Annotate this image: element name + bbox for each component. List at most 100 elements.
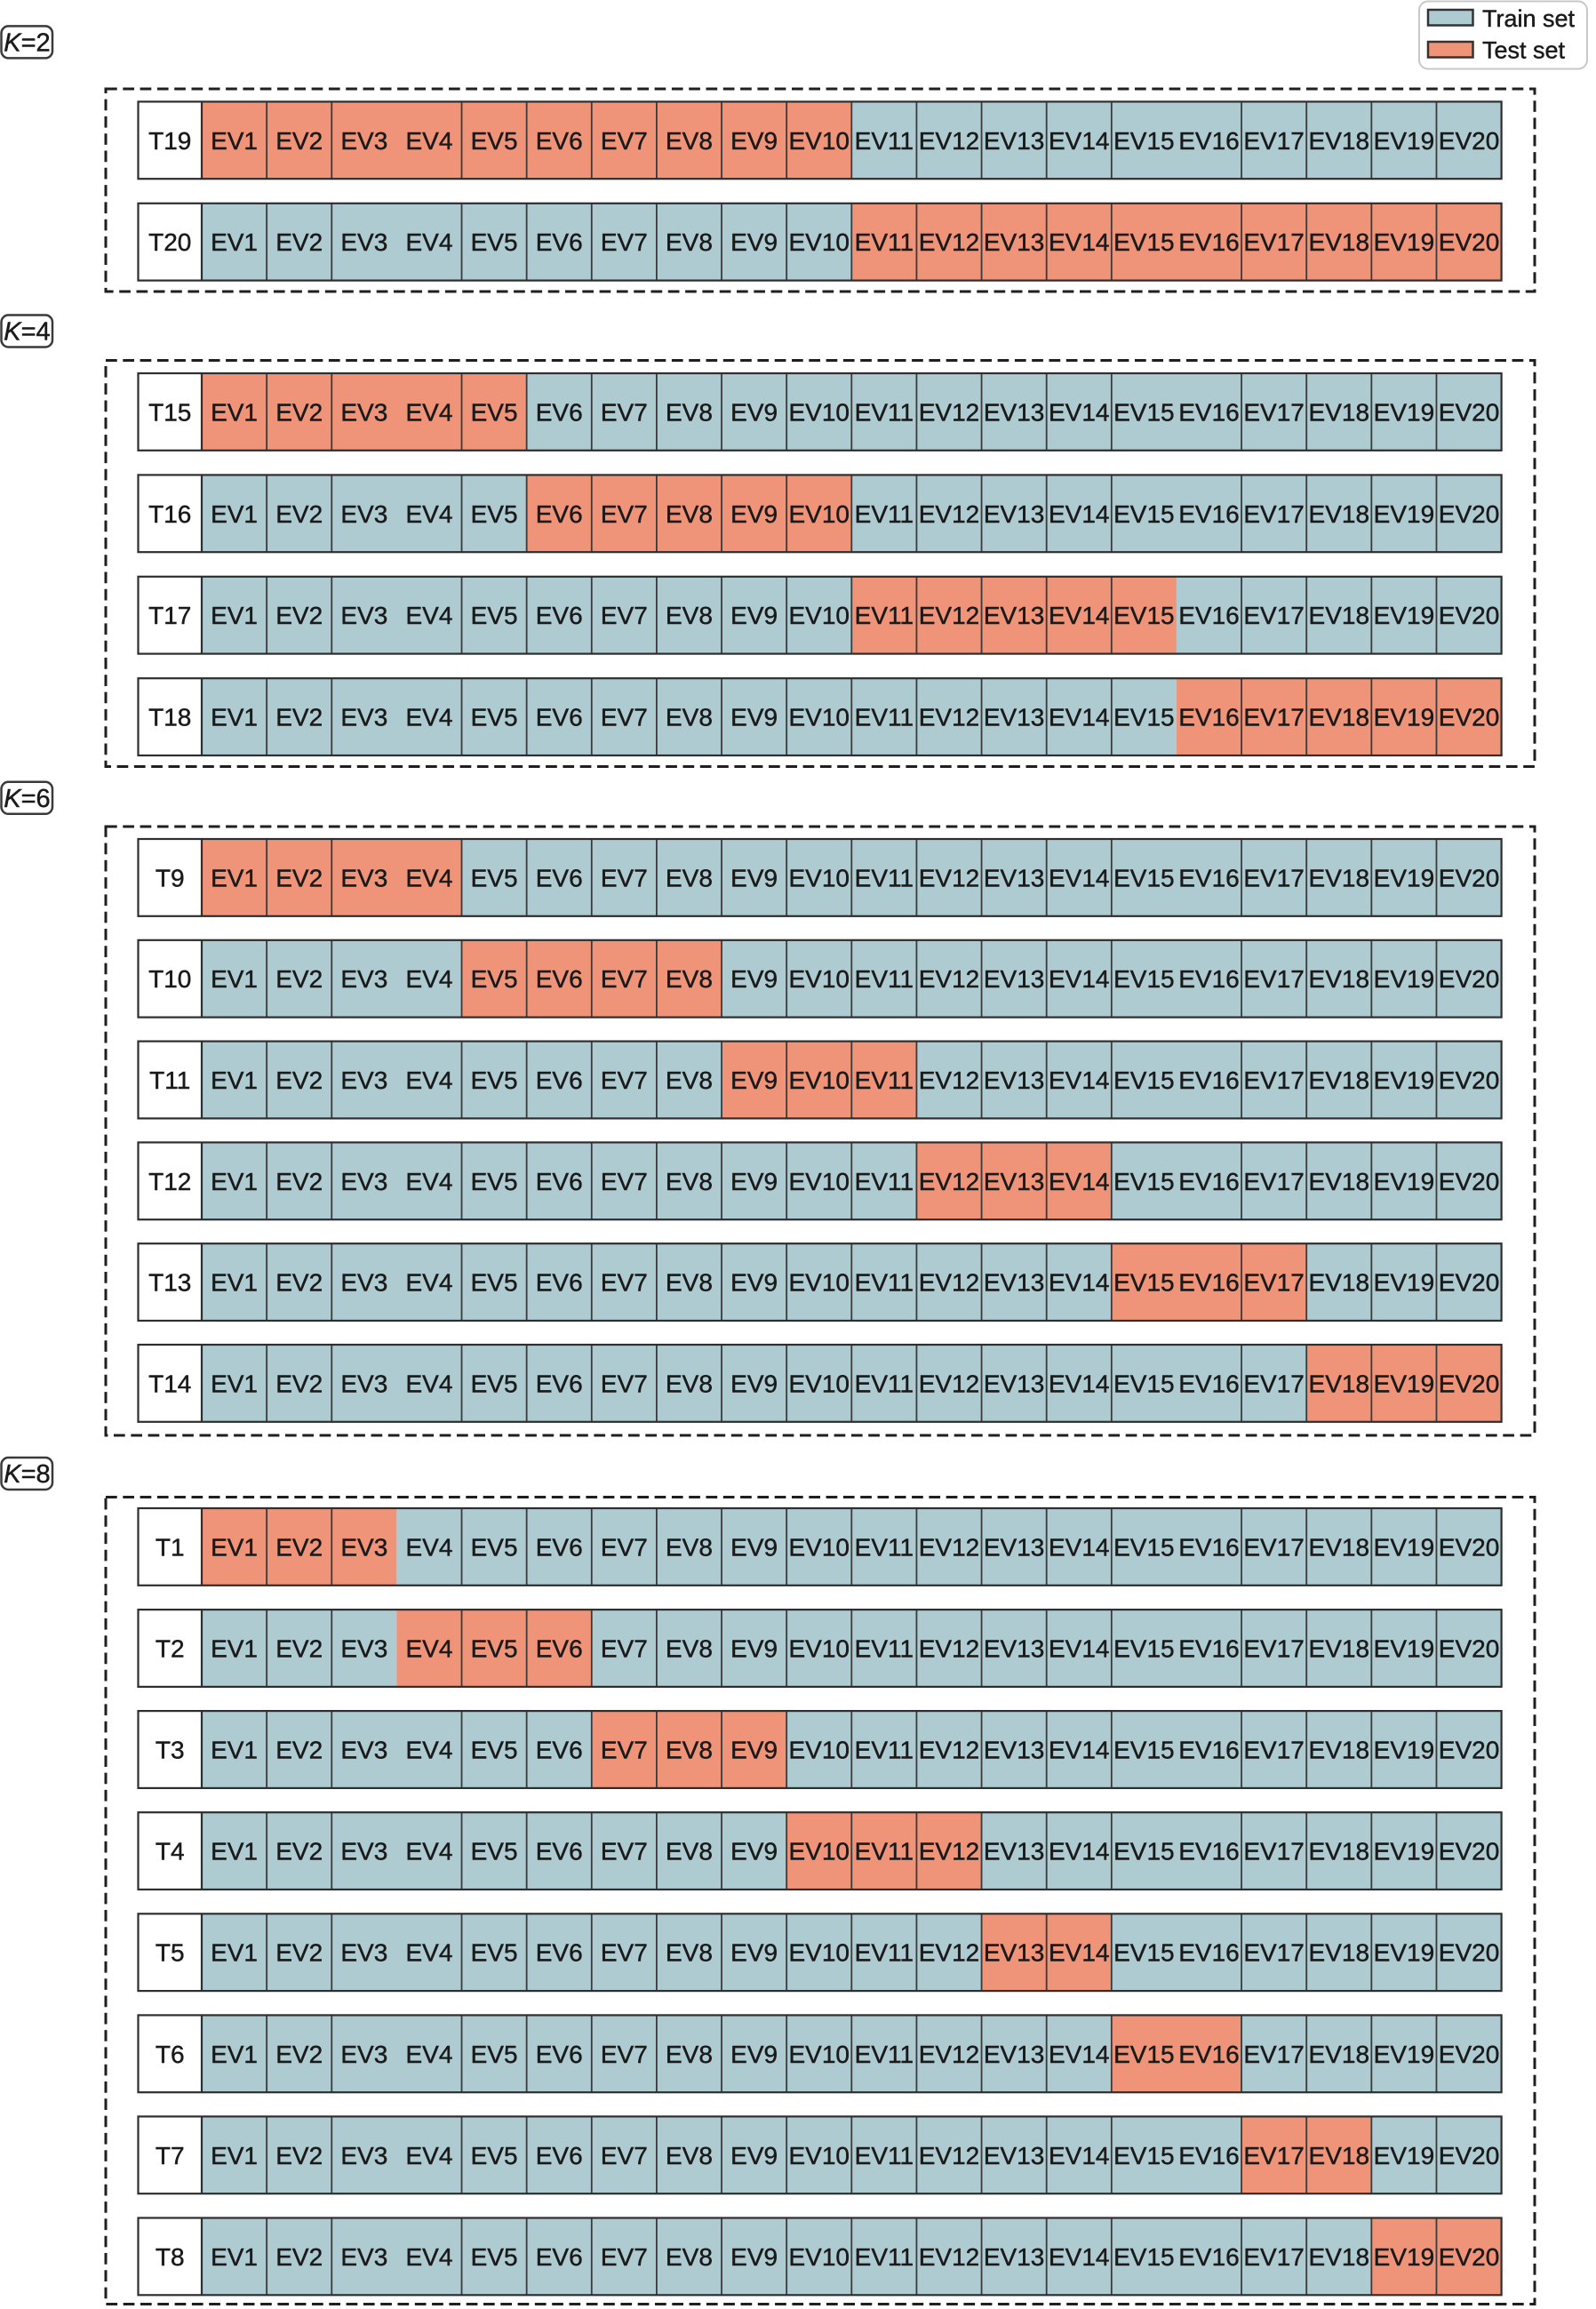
svg-text:EV12: EV12 <box>919 1737 980 1764</box>
svg-text:EV19: EV19 <box>1374 2041 1435 2068</box>
svg-text:EV7: EV7 <box>601 398 648 426</box>
svg-text:EV6: EV6 <box>536 1838 583 1866</box>
svg-text:EV7: EV7 <box>601 704 648 731</box>
svg-text:EV7: EV7 <box>601 1168 648 1195</box>
svg-text:EV12: EV12 <box>919 127 980 155</box>
svg-text:EV16: EV16 <box>1178 127 1240 155</box>
svg-text:EV5: EV5 <box>471 1168 518 1195</box>
svg-text:EV7: EV7 <box>601 864 648 891</box>
svg-text:EV8: EV8 <box>666 127 713 155</box>
svg-text:EV15: EV15 <box>1113 1269 1175 1297</box>
svg-text:EV3: EV3 <box>340 2243 387 2271</box>
svg-text:EV4: EV4 <box>405 127 452 155</box>
svg-text:EV18: EV18 <box>1309 864 1370 891</box>
svg-text:EV6: EV6 <box>536 704 583 731</box>
svg-text:EV8: EV8 <box>666 398 713 426</box>
svg-text:EV15: EV15 <box>1113 1737 1175 1764</box>
svg-text:EV16: EV16 <box>1178 1168 1240 1195</box>
svg-text:EV10: EV10 <box>788 2142 850 2169</box>
svg-text:EV13: EV13 <box>984 228 1045 256</box>
svg-text:EV12: EV12 <box>919 2243 980 2271</box>
svg-text:EV17: EV17 <box>1243 1269 1305 1297</box>
svg-text:EV19: EV19 <box>1374 1838 1435 1866</box>
svg-text:EV19: EV19 <box>1374 127 1435 155</box>
svg-text:Test set: Test set <box>1482 36 1566 63</box>
svg-text:EV5: EV5 <box>471 2243 518 2271</box>
svg-text:EV5: EV5 <box>471 398 518 426</box>
svg-text:EV13: EV13 <box>984 127 1045 155</box>
svg-text:EV4: EV4 <box>405 864 452 891</box>
svg-text:EV10: EV10 <box>788 228 850 256</box>
svg-text:EV5: EV5 <box>471 1533 518 1561</box>
svg-text:EV17: EV17 <box>1243 2243 1305 2271</box>
svg-text:EV17: EV17 <box>1243 127 1305 155</box>
svg-text:EV10: EV10 <box>788 1269 850 1297</box>
svg-text:EV11: EV11 <box>855 1370 914 1397</box>
svg-text:EV9: EV9 <box>730 500 778 528</box>
svg-text:EV5: EV5 <box>471 2041 518 2068</box>
svg-text:Train set: Train set <box>1482 5 1576 32</box>
svg-text:EV20: EV20 <box>1439 500 1500 528</box>
svg-text:EV14: EV14 <box>1049 2142 1110 2169</box>
svg-text:EV19: EV19 <box>1374 1533 1435 1561</box>
svg-text:EV4: EV4 <box>405 1737 452 1764</box>
svg-text:EV8: EV8 <box>666 500 713 528</box>
svg-text:T19: T19 <box>148 127 191 155</box>
svg-text:EV6: EV6 <box>536 864 583 891</box>
svg-text:EV7: EV7 <box>601 1533 648 1561</box>
svg-text:EV10: EV10 <box>788 1533 850 1561</box>
svg-text:EV5: EV5 <box>471 2142 518 2169</box>
svg-text:EV17: EV17 <box>1243 398 1305 426</box>
svg-text:EV19: EV19 <box>1374 1168 1435 1195</box>
svg-text:T2: T2 <box>156 1635 185 1663</box>
svg-text:EV10: EV10 <box>788 1067 850 1094</box>
svg-text:EV16: EV16 <box>1178 1370 1240 1397</box>
svg-text:T15: T15 <box>148 398 191 426</box>
svg-text:EV12: EV12 <box>919 1635 980 1663</box>
svg-text:EV2: EV2 <box>275 1269 323 1297</box>
svg-text:EV19: EV19 <box>1374 1067 1435 1094</box>
svg-text:EV12: EV12 <box>919 398 980 426</box>
svg-text:EV11: EV11 <box>855 1939 914 1967</box>
svg-text:EV19: EV19 <box>1374 602 1435 629</box>
svg-text:EV15: EV15 <box>1113 1168 1175 1195</box>
svg-text:EV9: EV9 <box>730 1533 778 1561</box>
svg-text:EV14: EV14 <box>1049 500 1110 528</box>
svg-text:EV2: EV2 <box>275 1635 323 1663</box>
svg-text:EV3: EV3 <box>340 2142 387 2169</box>
svg-text:EV9: EV9 <box>730 2243 778 2271</box>
svg-text:EV14: EV14 <box>1049 1737 1110 1764</box>
svg-text:EV15: EV15 <box>1113 1370 1175 1397</box>
svg-text:EV18: EV18 <box>1309 1838 1370 1866</box>
svg-text:EV1: EV1 <box>211 1939 258 1967</box>
svg-text:K=4: K=4 <box>4 318 50 347</box>
svg-text:T1: T1 <box>156 1533 185 1561</box>
svg-text:EV12: EV12 <box>919 864 980 891</box>
svg-text:EV9: EV9 <box>730 1168 778 1195</box>
svg-text:EV15: EV15 <box>1113 965 1175 993</box>
svg-text:EV4: EV4 <box>405 2243 452 2271</box>
svg-text:EV18: EV18 <box>1309 1067 1370 1094</box>
svg-text:EV13: EV13 <box>984 1168 1045 1195</box>
svg-text:EV14: EV14 <box>1049 1635 1110 1663</box>
svg-text:EV7: EV7 <box>601 1838 648 1866</box>
svg-text:EV5: EV5 <box>471 1635 518 1663</box>
svg-text:EV17: EV17 <box>1243 228 1305 256</box>
svg-text:EV11: EV11 <box>855 1269 914 1297</box>
svg-text:EV20: EV20 <box>1439 1838 1500 1866</box>
svg-text:EV16: EV16 <box>1178 704 1240 731</box>
svg-text:T14: T14 <box>148 1370 191 1397</box>
svg-text:EV9: EV9 <box>730 602 778 629</box>
svg-text:EV19: EV19 <box>1374 2243 1435 2271</box>
svg-text:EV6: EV6 <box>536 1635 583 1663</box>
svg-text:EV2: EV2 <box>275 2243 323 2271</box>
svg-text:EV14: EV14 <box>1049 2243 1110 2271</box>
svg-text:EV19: EV19 <box>1374 704 1435 731</box>
svg-text:EV20: EV20 <box>1439 1168 1500 1195</box>
svg-text:EV18: EV18 <box>1309 704 1370 731</box>
svg-text:EV10: EV10 <box>788 127 850 155</box>
svg-text:EV9: EV9 <box>730 1635 778 1663</box>
svg-text:EV9: EV9 <box>730 1067 778 1094</box>
svg-text:EV18: EV18 <box>1309 1533 1370 1561</box>
svg-text:EV9: EV9 <box>730 1370 778 1397</box>
